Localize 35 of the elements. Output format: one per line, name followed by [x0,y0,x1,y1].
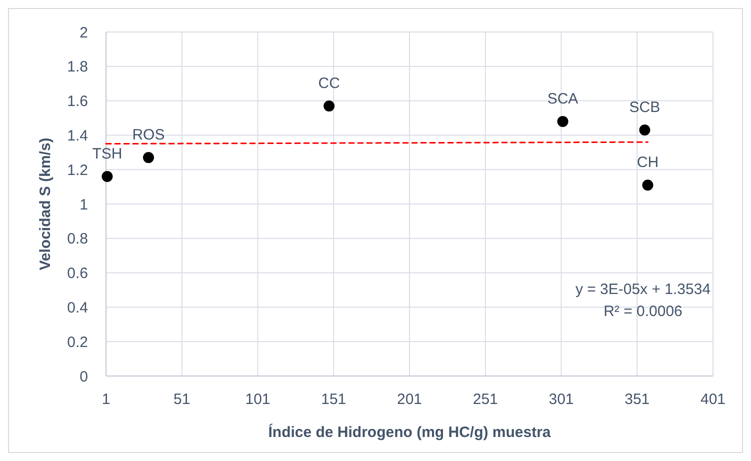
y-tick-label: 0.8 [67,230,88,248]
annotation: SCB [629,99,660,116]
point [324,100,335,112]
x-tick-label: 401 [700,391,726,408]
point [142,152,154,164]
x-tick-label: 51 [174,391,190,408]
y-tick-label: 1.8 [67,58,88,76]
x-tick-label: 201 [396,391,422,408]
x-tick-label: 151 [321,391,346,408]
point [557,116,568,127]
y-tick-label: 0.2 [67,334,88,351]
annotation: ROS [132,126,165,144]
annotation: y = 3E-05x + 1.3534 R² = 0.0006 [575,281,711,320]
y-tick-label: 0.4 [67,299,88,316]
y-tick-label: 1.2 [67,162,88,179]
y-tick-label: 1 [80,196,88,214]
y-tick-label: 1.6 [67,93,88,110]
y-tick-label: 1.4 [67,127,88,144]
point [639,124,650,136]
y-tick-label: 0 [80,368,88,386]
x-tick-label: 251 [472,391,498,408]
point [642,180,654,191]
annotation: CC [318,74,340,92]
annotation: TSH [92,145,122,162]
x-tick-label: 1 [102,391,110,408]
annotation: CH [636,154,659,172]
y-tick-label: 2 [80,24,88,42]
x-axis-title: Índice de Hidrogeno (mg HC/g) muestra [268,423,552,441]
y-axis-title: Velocidad S (km/s) [37,138,54,270]
y-tick-label: 0.6 [67,265,88,282]
x-tick-label: 301 [548,391,574,408]
x-tick-label: 101 [245,391,270,408]
point [102,170,113,182]
x-tick-label: 351 [624,391,650,408]
annotation: SCA [547,90,578,108]
